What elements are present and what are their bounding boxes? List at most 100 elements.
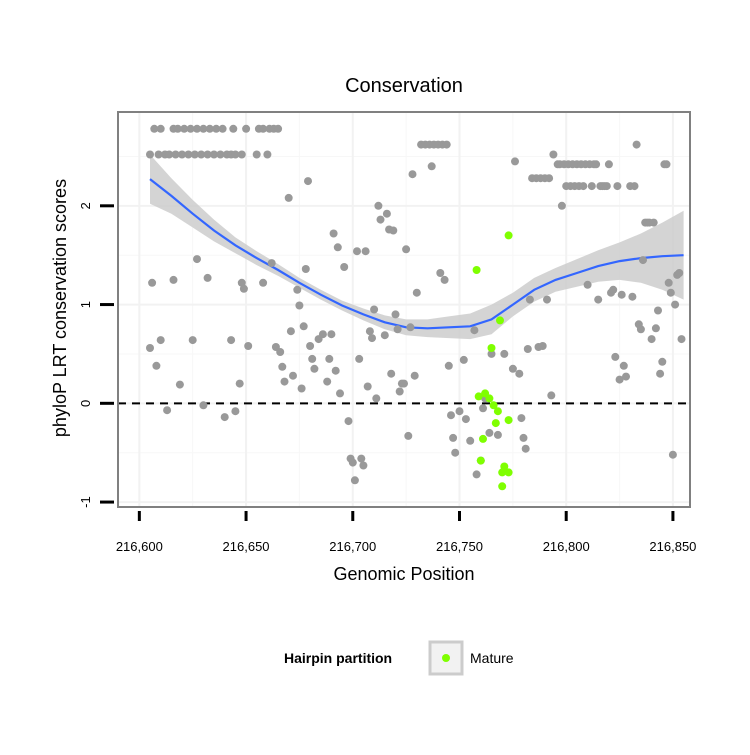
- data-point: [301, 265, 310, 273]
- data-point: [515, 369, 524, 378]
- data-point: [444, 361, 453, 370]
- data-point: [154, 150, 163, 159]
- data-point: [459, 355, 468, 364]
- data-point: [293, 285, 302, 294]
- data-point: [336, 389, 344, 398]
- data-point: [252, 150, 261, 159]
- data-point: [374, 201, 383, 210]
- legend: Hairpin partition Mature: [284, 640, 514, 676]
- data-point: [289, 371, 297, 380]
- data-point: [175, 380, 184, 389]
- y-tick-label: 2: [78, 202, 93, 209]
- data-point: [449, 433, 458, 442]
- data-point: [380, 331, 389, 340]
- confidence-band: [150, 154, 684, 340]
- data-point: [152, 361, 161, 370]
- data-point: [493, 430, 502, 439]
- data-point: [163, 406, 172, 415]
- data-point: [340, 263, 349, 271]
- data-point: [647, 335, 656, 344]
- data-point: [156, 124, 165, 133]
- data-point: [649, 218, 658, 227]
- data-point: [329, 229, 338, 238]
- data-point: [511, 157, 519, 166]
- data-point: [274, 124, 283, 133]
- x-axis-title: Genomic Position: [333, 564, 474, 584]
- data-point: [412, 288, 421, 297]
- data-point: [231, 407, 240, 416]
- data-point: [410, 371, 419, 380]
- x-tick-label: 216,800: [543, 539, 590, 554]
- chart-title: Conservation: [345, 75, 463, 97]
- data-point: [263, 150, 272, 159]
- data-point: [479, 404, 487, 413]
- data-point: [239, 284, 248, 293]
- data-point: [148, 278, 157, 287]
- data-point: [203, 150, 212, 159]
- data-point: [671, 300, 680, 309]
- data-point: [244, 342, 253, 350]
- y-tick-label: -1: [78, 496, 93, 508]
- data-point: [325, 354, 334, 363]
- legend-label-mature: Mature: [470, 650, 514, 666]
- data-point: [500, 349, 509, 358]
- data-point: [216, 150, 225, 159]
- data-point: [400, 379, 408, 388]
- data-point: [538, 342, 547, 350]
- data-point: [594, 295, 603, 304]
- mature-data-point: [493, 407, 502, 416]
- mature-data-point: [487, 344, 496, 352]
- data-point: [654, 306, 662, 315]
- data-point: [549, 150, 558, 159]
- mature-data-point: [479, 434, 487, 443]
- data-point: [165, 150, 174, 159]
- data-point: [406, 323, 415, 332]
- data-point: [365, 327, 374, 336]
- data-point: [485, 428, 494, 437]
- data-point: [306, 342, 315, 350]
- data-point: [212, 124, 221, 133]
- data-point: [197, 150, 206, 159]
- data-point: [613, 182, 622, 191]
- data-point: [395, 387, 404, 396]
- data-point: [178, 150, 186, 159]
- data-point: [519, 433, 528, 442]
- data-point: [323, 377, 332, 386]
- data-point: [651, 324, 660, 333]
- data-point: [350, 476, 359, 485]
- x-tick-label: 216,600: [116, 539, 163, 554]
- data-point: [622, 372, 630, 381]
- data-point: [278, 362, 287, 371]
- mature-data-point: [504, 416, 513, 425]
- x-tick-label: 216,700: [329, 539, 376, 554]
- data-point: [259, 124, 268, 133]
- data-point: [284, 193, 293, 202]
- data-point: [658, 357, 667, 366]
- data-point: [276, 348, 285, 356]
- data-point: [308, 354, 317, 363]
- x-tick-label: 216,750: [436, 539, 483, 554]
- data-point: [355, 354, 364, 363]
- data-point: [146, 344, 154, 352]
- data-point: [579, 182, 588, 191]
- data-point: [662, 160, 671, 169]
- data-point: [361, 247, 370, 256]
- data-point: [447, 411, 455, 420]
- data-point: [259, 278, 268, 287]
- data-point: [604, 160, 613, 169]
- data-point: [592, 160, 601, 169]
- data-point: [547, 391, 556, 400]
- data-point: [193, 124, 201, 133]
- data-point: [675, 269, 684, 277]
- data-point: [237, 150, 246, 159]
- data-point: [615, 375, 624, 384]
- data-point: [611, 352, 620, 361]
- data-point: [639, 256, 647, 265]
- mature-data-point: [476, 456, 485, 465]
- data-point: [602, 182, 611, 191]
- data-point: [525, 295, 534, 304]
- data-point: [286, 327, 295, 336]
- data-point: [587, 182, 596, 191]
